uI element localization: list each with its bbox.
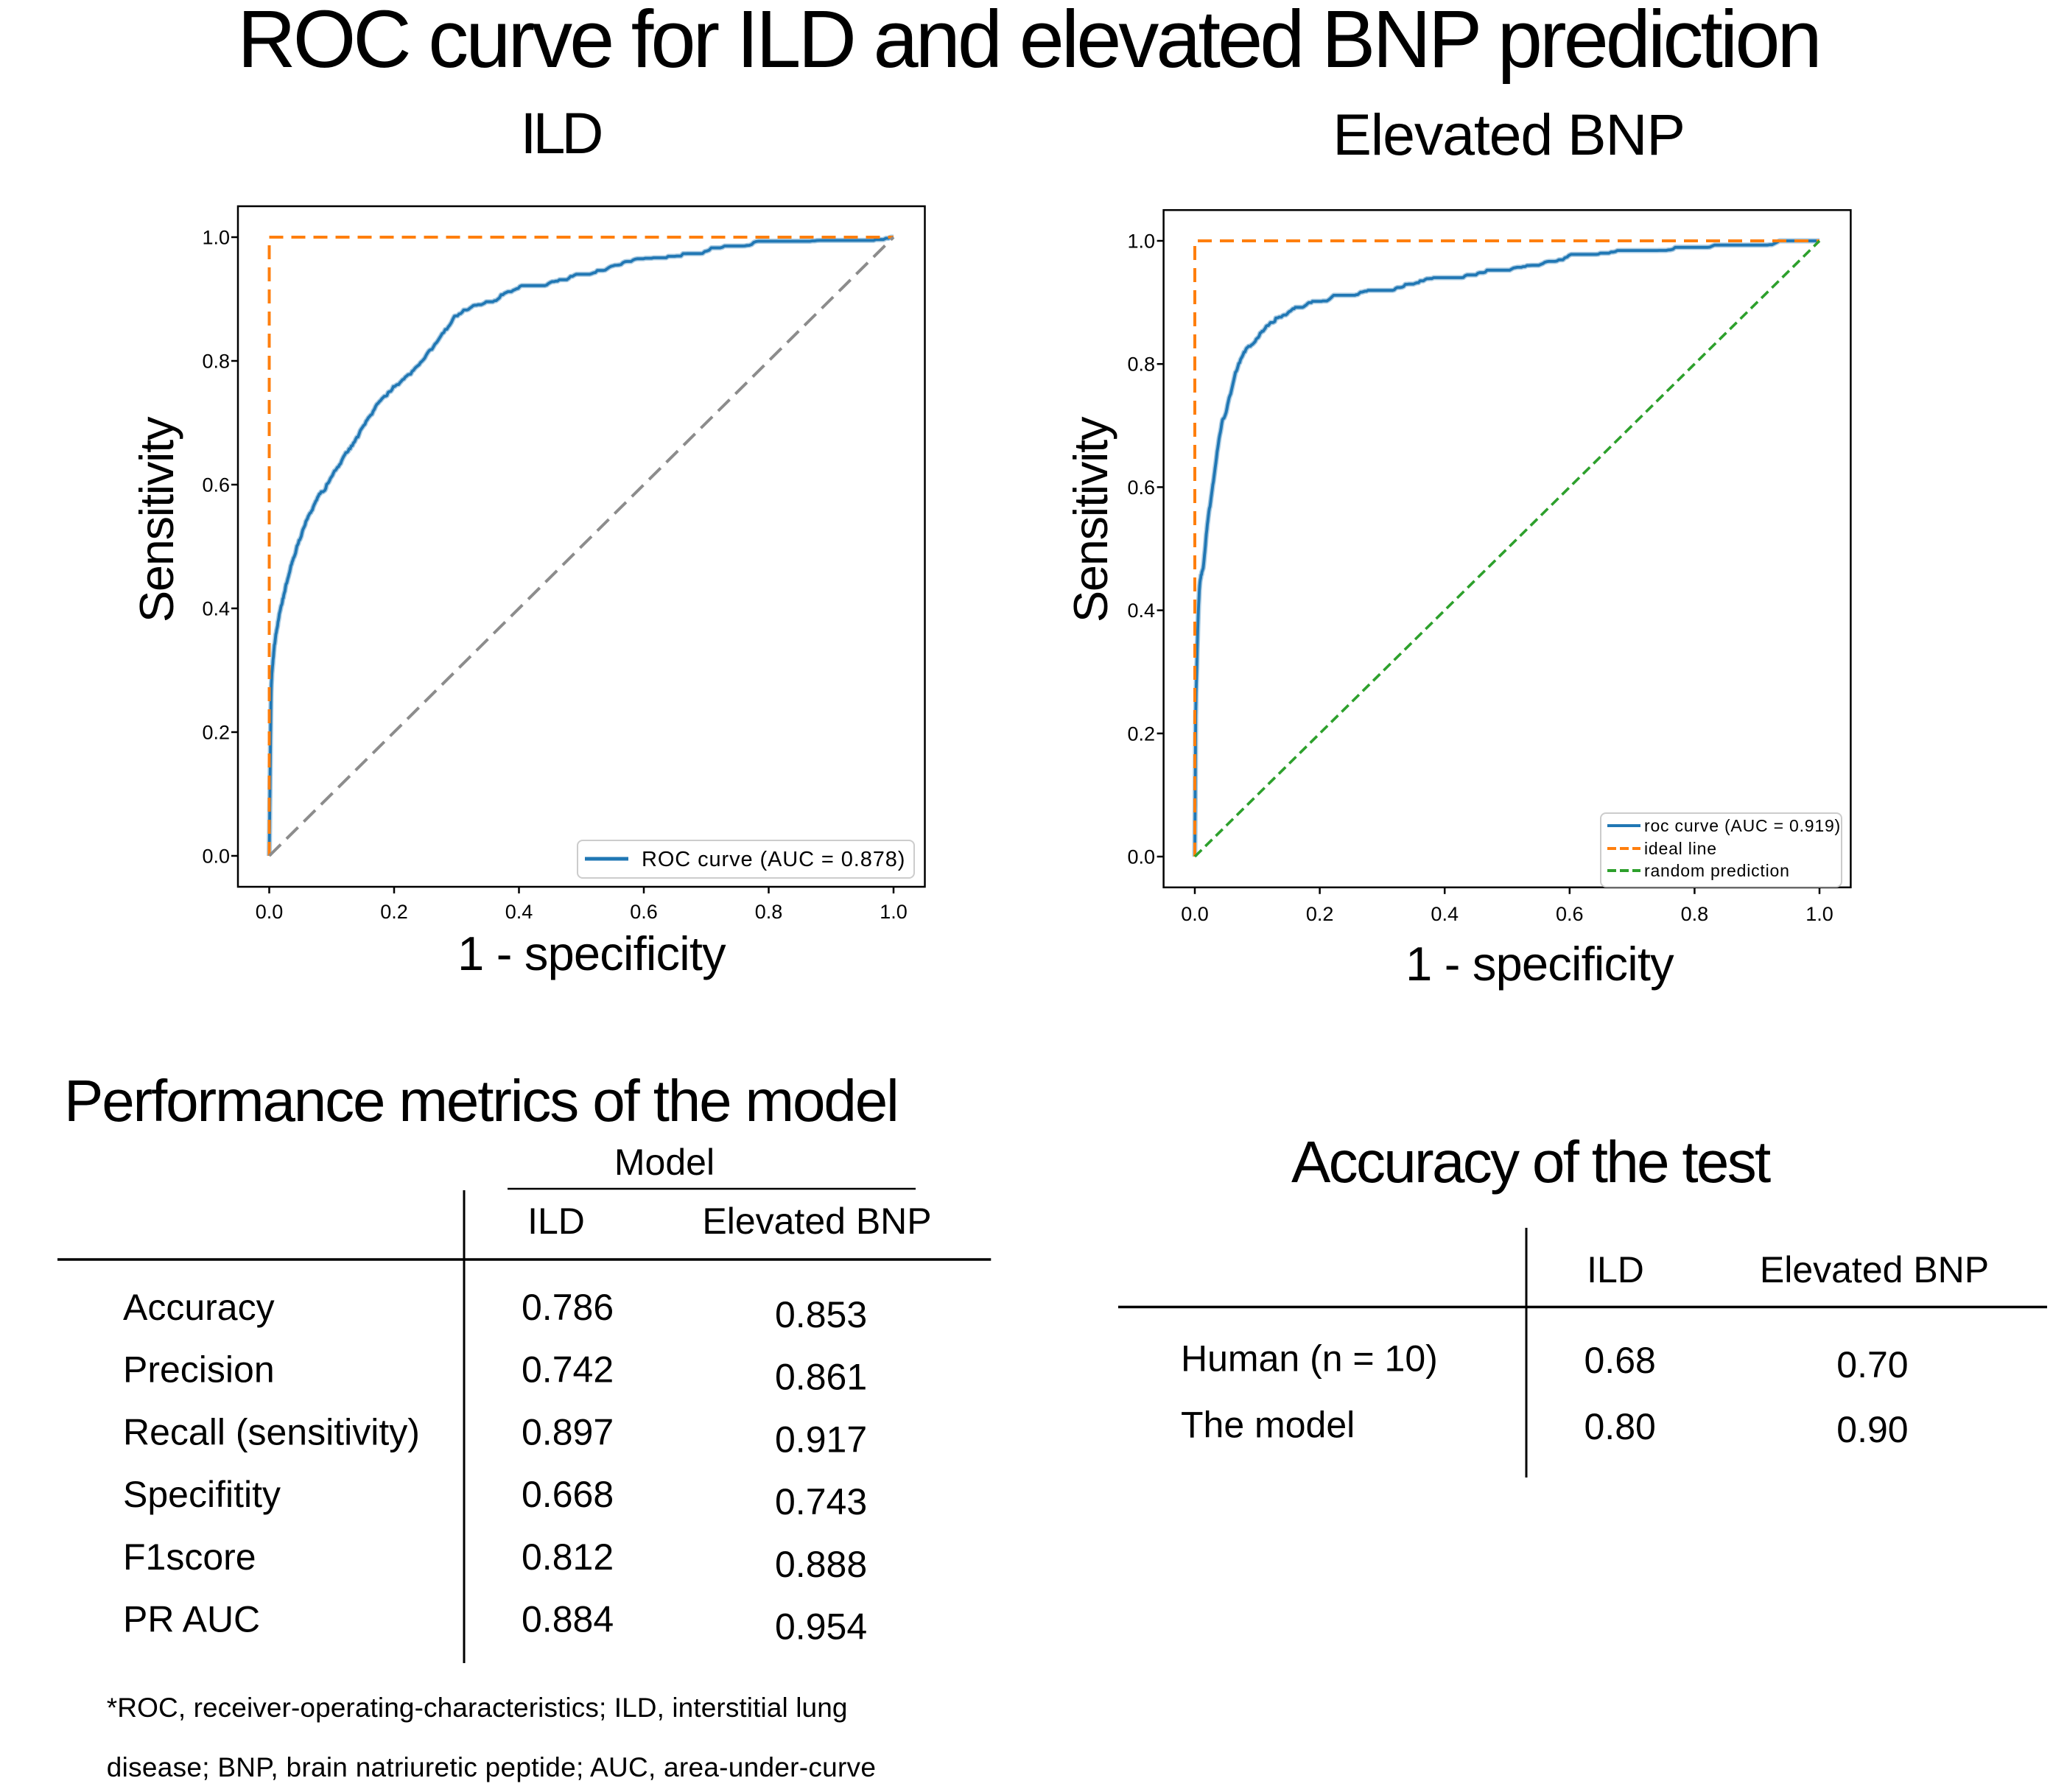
svg-text:0.954: 0.954 bbox=[775, 1606, 867, 1648]
svg-text:0.812: 0.812 bbox=[522, 1536, 614, 1578]
svg-text:1.0: 1.0 bbox=[880, 901, 908, 923]
svg-text:0.6: 0.6 bbox=[1127, 477, 1155, 499]
svg-text:ROC curve (AUC = 0.878): ROC curve (AUC = 0.878) bbox=[642, 848, 905, 871]
svg-text:Accuracy: Accuracy bbox=[123, 1287, 275, 1328]
svg-text:F1score: F1score bbox=[123, 1536, 256, 1578]
svg-text:1.0: 1.0 bbox=[1127, 231, 1155, 253]
svg-text:0.742: 0.742 bbox=[522, 1349, 614, 1391]
svg-text:0.743: 0.743 bbox=[775, 1481, 867, 1522]
svg-text:Sensitivity: Sensitivity bbox=[130, 416, 183, 622]
svg-text:0.90: 0.90 bbox=[1836, 1409, 1908, 1450]
svg-text:0.917: 0.917 bbox=[775, 1419, 867, 1460]
svg-text:0.668: 0.668 bbox=[522, 1474, 614, 1515]
svg-text:0.897: 0.897 bbox=[522, 1411, 614, 1452]
svg-text:0.4: 0.4 bbox=[1127, 600, 1155, 622]
svg-text:0.8: 0.8 bbox=[1127, 354, 1155, 376]
svg-text:0.70: 0.70 bbox=[1836, 1344, 1908, 1385]
svg-text:roc curve (AUC = 0.919): roc curve (AUC = 0.919) bbox=[1644, 816, 1841, 835]
svg-text:0.0: 0.0 bbox=[1181, 903, 1209, 925]
svg-text:Elevated BNP: Elevated BNP bbox=[1760, 1249, 1989, 1290]
svg-text:1 - specificity: 1 - specificity bbox=[457, 927, 726, 980]
svg-text:0.2: 0.2 bbox=[380, 901, 408, 923]
svg-text:0.80: 0.80 bbox=[1585, 1406, 1656, 1447]
svg-text:0.4: 0.4 bbox=[1431, 903, 1459, 925]
svg-text:ideal line: ideal line bbox=[1644, 839, 1717, 858]
svg-text:Precision: Precision bbox=[123, 1349, 275, 1391]
svg-text:Performance metrics of the mod: Performance metrics of the model bbox=[64, 1068, 898, 1134]
svg-text:0.8: 0.8 bbox=[755, 901, 783, 923]
svg-text:0.884: 0.884 bbox=[522, 1599, 614, 1640]
svg-text:1.0: 1.0 bbox=[202, 227, 230, 249]
svg-text:0.888: 0.888 bbox=[775, 1544, 867, 1585]
svg-text:0.6: 0.6 bbox=[630, 901, 658, 923]
svg-text:*ROC, receiver-operating-chara: *ROC, receiver-operating-characteristics… bbox=[107, 1693, 848, 1723]
svg-text:ILD: ILD bbox=[1587, 1249, 1644, 1290]
svg-text:0.2: 0.2 bbox=[1306, 903, 1334, 925]
svg-text:0.6: 0.6 bbox=[202, 474, 230, 496]
svg-text:ILD: ILD bbox=[527, 1201, 585, 1242]
svg-text:Sensitivity: Sensitivity bbox=[1064, 416, 1117, 622]
svg-text:1.0: 1.0 bbox=[1805, 903, 1833, 925]
svg-text:0.0: 0.0 bbox=[1127, 846, 1155, 868]
svg-text:ROC curve for ILD and elevated: ROC curve for ILD and elevated BNP predi… bbox=[237, 0, 1819, 85]
svg-text:Elevated BNP: Elevated BNP bbox=[702, 1201, 931, 1242]
svg-text:0.8: 0.8 bbox=[1681, 903, 1709, 925]
svg-text:0.853: 0.853 bbox=[775, 1294, 867, 1335]
svg-text:1 - specificity: 1 - specificity bbox=[1405, 937, 1674, 991]
svg-text:The model: The model bbox=[1181, 1404, 1355, 1445]
svg-text:Recall (sensitivity): Recall (sensitivity) bbox=[123, 1411, 420, 1452]
svg-text:0.2: 0.2 bbox=[202, 722, 230, 744]
svg-text:0.861: 0.861 bbox=[775, 1357, 867, 1398]
svg-text:Model: Model bbox=[614, 1142, 715, 1183]
svg-text:PR AUC: PR AUC bbox=[123, 1599, 260, 1640]
svg-text:Elevated BNP: Elevated BNP bbox=[1333, 102, 1684, 167]
svg-text:0.2: 0.2 bbox=[1127, 723, 1155, 745]
svg-text:0.4: 0.4 bbox=[505, 901, 533, 923]
svg-text:0.68: 0.68 bbox=[1585, 1340, 1656, 1381]
svg-text:Specifitity: Specifitity bbox=[123, 1474, 281, 1515]
svg-text:Human (n = 10): Human (n = 10) bbox=[1181, 1338, 1438, 1379]
svg-text:0.8: 0.8 bbox=[202, 351, 230, 373]
svg-text:random prediction: random prediction bbox=[1644, 861, 1790, 880]
svg-text:ILD: ILD bbox=[521, 100, 602, 166]
svg-text:0.786: 0.786 bbox=[522, 1287, 614, 1328]
svg-text:0.6: 0.6 bbox=[1556, 903, 1584, 925]
svg-text:Accuracy of the test: Accuracy of the test bbox=[1291, 1129, 1771, 1195]
svg-text:0.0: 0.0 bbox=[256, 901, 284, 923]
svg-text:0.0: 0.0 bbox=[202, 846, 230, 868]
svg-text:disease; BNP, brain natriureti: disease; BNP, brain natriuretic peptide;… bbox=[107, 1752, 876, 1782]
svg-text:0.4: 0.4 bbox=[202, 598, 230, 620]
